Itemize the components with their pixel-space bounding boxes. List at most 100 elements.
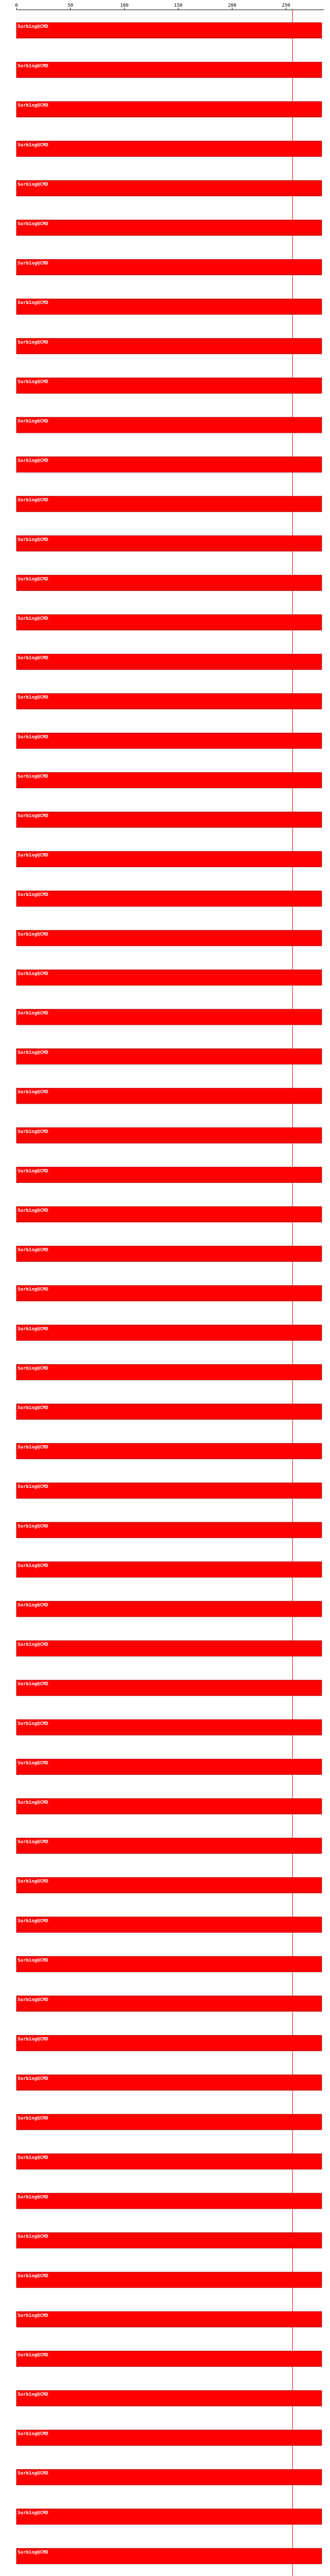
bar-label: Surb1ngQCMD	[18, 261, 48, 266]
bar	[16, 338, 322, 354]
bar-label: Surb1ngQCMD	[18, 2116, 48, 2121]
bar-label: Surb1ngQCMD	[18, 695, 48, 700]
x-tick-label: 100	[120, 3, 128, 8]
bar	[16, 1364, 322, 1380]
bar-label: Surb1ngQCMD	[18, 2471, 48, 2476]
bar-label: Surb1ngQCMD	[18, 1919, 48, 1924]
bar-label: Surb1ngQCMD	[18, 1563, 48, 1568]
bar	[16, 1877, 322, 1893]
bar-label: Surb1ngQCMD	[18, 2037, 48, 2042]
bar	[16, 693, 322, 709]
bar-label: Surb1ngQCMD	[18, 1800, 48, 1805]
bar-label: Surb1ngQCMD	[18, 2511, 48, 2516]
bar-label: Surb1ngQCMD	[18, 1603, 48, 1608]
bar	[16, 1838, 322, 1854]
bar-label: Surb1ngQCMD	[18, 2234, 48, 2240]
bar-label: Surb1ngQCMD	[18, 1840, 48, 1845]
bar	[16, 2350, 322, 2367]
bar-label: Surb1ngQCMD	[18, 2392, 48, 2397]
bar-label: Surb1ngQCMD	[18, 1208, 48, 1213]
bar	[16, 1325, 322, 1341]
bar-label: Surb1ngQCMD	[18, 340, 48, 345]
bar-label: Surb1ngQCMD	[18, 2432, 48, 2437]
bar	[16, 2074, 322, 2091]
bar-series: Surb1ngQCMD Surb1ngQCMD Surb1ngQCMD Surb1ng…	[16, 22, 322, 2564]
bar-label: Surb1ngQCMD	[18, 656, 48, 661]
bar	[16, 22, 322, 39]
bar-label: Surb1ngQCMD	[18, 2155, 48, 2160]
bar-label: Surb1ngQCMD	[18, 24, 48, 29]
bar-label: Surb1ngQCMD	[18, 103, 48, 108]
bar	[16, 733, 322, 749]
bar	[16, 851, 322, 868]
bar	[16, 377, 322, 394]
bar	[16, 1482, 322, 1499]
bar	[16, 259, 322, 276]
bar-label: Surb1ngQCMD	[18, 814, 48, 819]
bar	[16, 2311, 322, 2328]
bar-label: Surb1ngQCMD	[18, 1524, 48, 1529]
bar-label: Surb1ngQCMD	[18, 616, 48, 621]
bar	[16, 141, 322, 157]
bar	[16, 1640, 322, 1657]
bar	[16, 1166, 322, 1183]
x-tick-label: 50	[68, 3, 73, 8]
bar	[16, 1956, 322, 1972]
bar-label: Surb1ngQCMD	[18, 1760, 48, 1766]
bar	[16, 1048, 322, 1065]
x-tick-label: 0	[15, 3, 18, 8]
bar	[16, 811, 322, 828]
bar	[16, 1285, 322, 1301]
bar	[16, 890, 322, 907]
bar-label: Surb1ngQCMD	[18, 577, 48, 582]
bar-label: Surb1ngQCMD	[18, 971, 48, 976]
bar-label: Surb1ngQCMD	[18, 1050, 48, 1056]
bar-label: Surb1ngQCMD	[18, 64, 48, 69]
bar-label: Surb1ngQCMD	[18, 2313, 48, 2318]
bar	[16, 574, 322, 591]
bar-label: Surb1ngQCMD	[18, 2076, 48, 2081]
bar	[16, 1995, 322, 2012]
bar	[16, 2232, 322, 2249]
bar-label: Surb1ngQCMD	[18, 1090, 48, 1095]
bar-label: Surb1ngQCMD	[18, 143, 48, 148]
bar	[16, 298, 322, 315]
bar	[16, 2548, 322, 2564]
bar	[16, 1719, 322, 1736]
x-tick-label: 250	[282, 3, 290, 8]
bar	[16, 1127, 322, 1144]
bar-label: Surb1ngQCMD	[18, 735, 48, 740]
bar-label: Surb1ngQCMD	[18, 1287, 48, 1292]
bar	[16, 2114, 322, 2130]
bar	[16, 62, 322, 78]
bar-label: Surb1ngQCMD	[18, 2352, 48, 2358]
bar	[16, 654, 322, 670]
bar	[16, 2430, 322, 2446]
bar-label: Surb1ngQCMD	[18, 2195, 48, 2200]
bar-label: Surb1ngQCMD	[18, 1484, 48, 1489]
bar	[16, 1561, 322, 1578]
bar-label: Surb1ngQCMD	[18, 222, 48, 227]
bar-label: Surb1ngQCMD	[18, 1327, 48, 1332]
bar	[16, 1522, 322, 1538]
x-tick-label: 150	[174, 3, 183, 8]
bar	[16, 2509, 322, 2525]
x-tick-label: 200	[228, 3, 236, 8]
bar	[16, 1088, 322, 1104]
bar-label: Surb1ngQCMD	[18, 1366, 48, 1371]
bar-label: Surb1ngQCMD	[18, 1011, 48, 1016]
bar-label: Surb1ngQCMD	[18, 1129, 48, 1134]
bar-label: Surb1ngQCMD	[18, 892, 48, 897]
bar	[16, 2153, 322, 2170]
bar-label: Surb1ngQCMD	[18, 537, 48, 543]
x-axis: 0 50 100 150 200 250	[15, 3, 324, 10]
bar-label: Surb1ngQCMD	[18, 1168, 48, 1174]
bar	[16, 1917, 322, 1933]
bar	[16, 2272, 322, 2288]
bar	[16, 219, 322, 236]
bar-label: Surb1ngQCMD	[18, 300, 48, 306]
bar-label: Surb1ngQCMD	[18, 498, 48, 503]
bar-label: Surb1ngQCMD	[18, 2550, 48, 2555]
bar	[16, 2193, 322, 2209]
